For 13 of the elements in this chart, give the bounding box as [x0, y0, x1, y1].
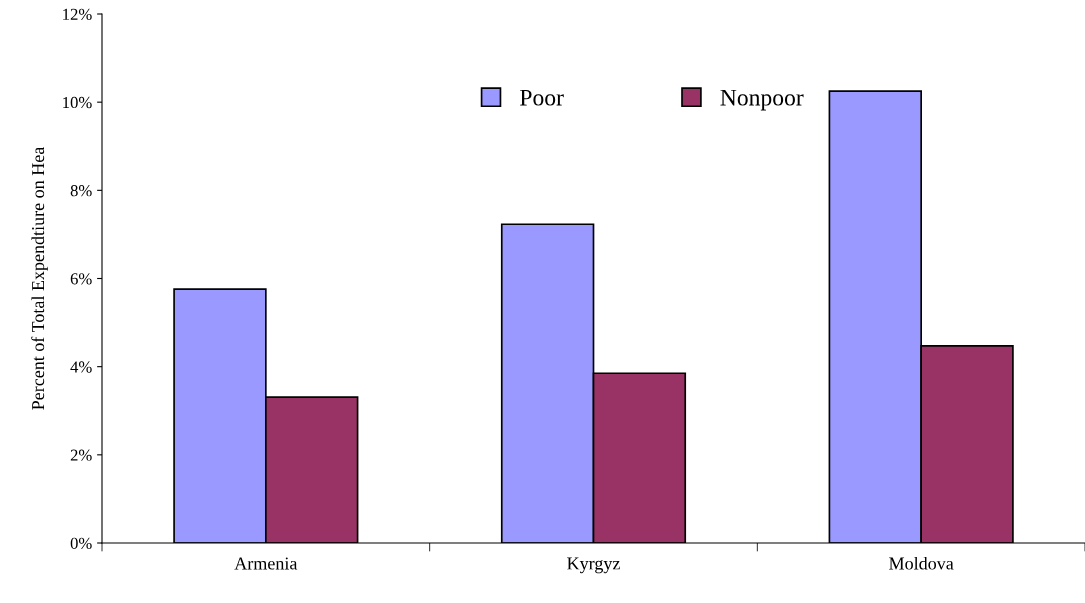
legend-label: Nonpoor: [720, 89, 804, 111]
y-tick-label: 4%: [70, 361, 92, 373]
x-tick-label: Moldova: [889, 556, 954, 570]
y-tick-label: 6%: [70, 273, 92, 285]
y-tick-label: 0%: [70, 537, 92, 549]
y-tick-label: 12%: [63, 8, 92, 20]
y-tick-label: 10%: [63, 96, 92, 109]
y-axis-title: Percent of Total Expendtiure on Hea: [31, 146, 48, 410]
x-tick-label: Armenia: [234, 557, 298, 570]
y-tick-label: 2%: [70, 449, 92, 461]
legend-label: Poor: [520, 89, 564, 106]
y-tick-label: 8%: [70, 185, 92, 197]
x-tick-label: Kyrgyz: [567, 557, 620, 574]
